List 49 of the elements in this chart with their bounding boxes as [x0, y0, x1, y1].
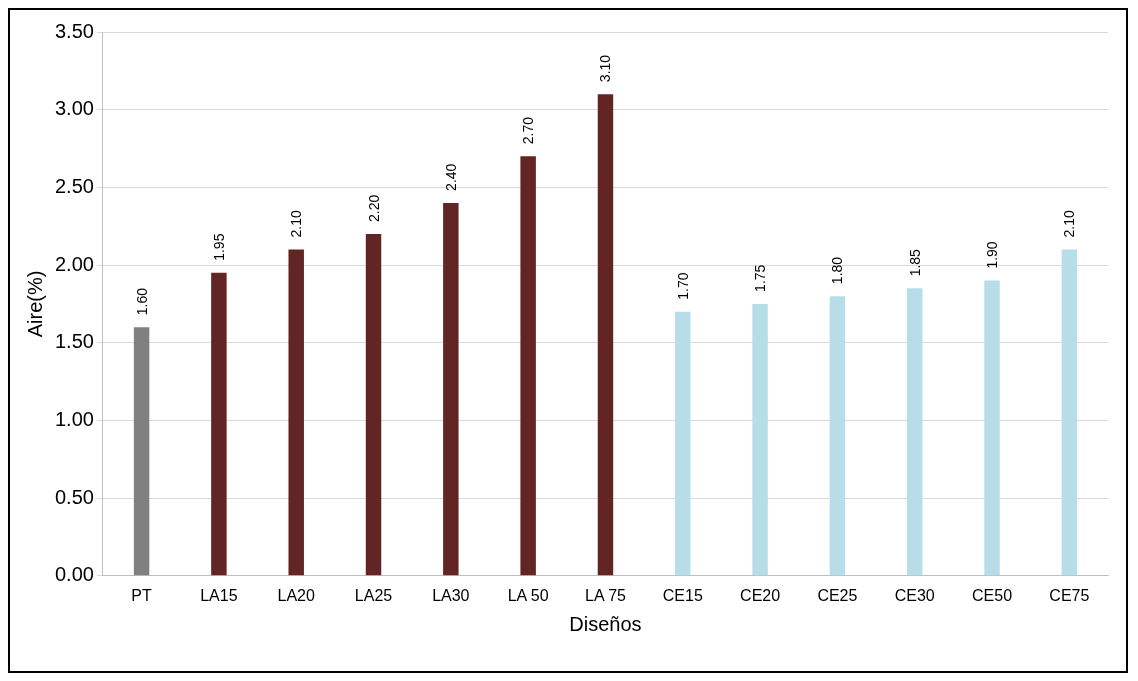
data-label: 2.70	[520, 116, 537, 145]
data-label: 1.60	[133, 287, 150, 316]
x-tick-label: PT	[131, 586, 153, 604]
bar	[829, 296, 846, 576]
x-tick-label: LA25	[354, 586, 393, 604]
bar	[133, 327, 150, 576]
x-tick-label: CE30	[894, 586, 935, 604]
data-label: 2.40	[442, 163, 459, 191]
bar	[675, 311, 691, 576]
bar	[288, 249, 304, 576]
data-label: 2.20	[365, 194, 382, 222]
y-tick-label: 0.50	[54, 485, 94, 508]
x-tick-label: LA 50	[507, 586, 549, 604]
data-label: 1.90	[984, 241, 1001, 269]
y-tick-label: 3.00	[54, 97, 94, 120]
x-tick-label: LA 75	[584, 586, 627, 604]
bar	[520, 156, 536, 576]
y-axis-title: Aire(%)	[23, 270, 46, 338]
data-label: 1.75	[752, 264, 769, 292]
x-tick-label: CE20	[740, 586, 781, 604]
data-label: 1.85	[906, 248, 923, 277]
bar	[906, 288, 923, 576]
x-tick-label: CE50	[972, 586, 1013, 604]
bar	[443, 202, 459, 576]
data-label: 2.10	[1061, 210, 1078, 238]
y-tick-label: 3.50	[54, 19, 94, 42]
bar	[365, 233, 382, 576]
y-tick-label: 1.00	[54, 407, 94, 430]
x-tick-label: CE15	[662, 586, 703, 604]
bar	[1061, 249, 1078, 576]
bar	[984, 280, 1000, 576]
y-tick-label: 2.00	[54, 252, 94, 275]
y-tick-label: 0.00	[54, 563, 94, 586]
x-tick-label: LA30	[432, 586, 470, 604]
data-label: 1.95	[210, 233, 227, 261]
bar	[752, 303, 768, 576]
data-label: 1.80	[829, 256, 846, 285]
x-tick-label: LA20	[277, 586, 315, 604]
x-tick-label: LA15	[200, 586, 238, 604]
data-label: 1.70	[674, 272, 691, 300]
x-tick-label: CE75	[1049, 586, 1090, 604]
bar	[211, 272, 227, 576]
x-tick-label: CE25	[817, 586, 858, 604]
y-tick-label: 2.50	[54, 174, 94, 197]
x-axis-title: Diseños	[569, 612, 642, 635]
data-label: 2.10	[288, 210, 305, 238]
y-tick-label: 1.50	[54, 330, 94, 353]
bar	[597, 94, 614, 576]
data-label: 3.10	[597, 54, 614, 83]
